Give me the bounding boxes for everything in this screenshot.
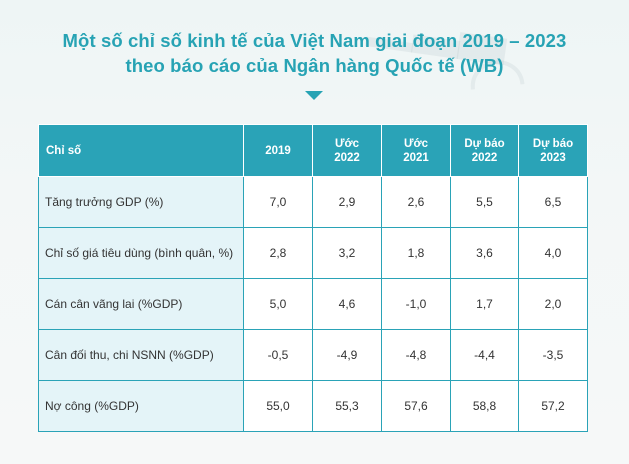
table-cell: 4,6 xyxy=(312,278,382,330)
table-cell: 2,6 xyxy=(381,176,451,228)
column-header-2019: 2019 xyxy=(243,124,313,177)
row-label: Nợ công (%GDP) xyxy=(38,380,244,432)
table-cell: 5,0 xyxy=(243,278,313,330)
column-header-indicator: Chỉ số xyxy=(38,124,244,177)
title-line-1: Một số chỉ số kinh tế của Việt Nam giai … xyxy=(62,30,567,51)
table-cell: -3,5 xyxy=(518,329,588,381)
table-row: Tăng trưởng GDP (%) 7,0 2,9 2,6 5,5 6,5 xyxy=(38,176,588,228)
table-cell: 57,2 xyxy=(518,380,588,432)
table-cell: 4,0 xyxy=(518,227,588,279)
table-cell: -0,5 xyxy=(243,329,313,381)
table-header-row: Chỉ số 2019 Ước 2022 Ước 2021 Dự báo 202… xyxy=(38,124,588,177)
table-cell: -4,4 xyxy=(450,329,519,381)
table-cell: 3,6 xyxy=(450,227,519,279)
column-header-est-2022: Ước 2022 xyxy=(312,124,382,177)
table-row: Cán cân vãng lai (%GDP) 5,0 4,6 -1,0 1,7… xyxy=(38,278,588,330)
column-header-forecast-2023: Dự báo 2023 xyxy=(518,124,588,177)
table-row: Chỉ số giá tiêu dùng (bình quân, %) 2,8 … xyxy=(38,227,588,279)
column-header-est-2021: Ước 2021 xyxy=(381,124,451,177)
table-cell: 58,8 xyxy=(450,380,519,432)
table-cell: 6,5 xyxy=(518,176,588,228)
economic-indicators-table: Chỉ số 2019 Ước 2022 Ước 2021 Dự báo 202… xyxy=(38,124,588,432)
table-row: Nợ công (%GDP) 55,0 55,3 57,6 58,8 57,2 xyxy=(38,380,588,432)
table-cell: -1,0 xyxy=(381,278,451,330)
down-arrow-icon xyxy=(305,91,323,100)
page-title: Một số chỉ số kinh tế của Việt Nam giai … xyxy=(0,28,629,78)
table-cell: 2,0 xyxy=(518,278,588,330)
table-cell: -4,9 xyxy=(312,329,382,381)
table-cell: 2,9 xyxy=(312,176,382,228)
table-cell: 5,5 xyxy=(450,176,519,228)
row-label: Cân đối thu, chi NSNN (%GDP) xyxy=(38,329,244,381)
table-cell: 55,0 xyxy=(243,380,313,432)
title-line-2: theo báo cáo của Ngân hàng Quốc tế (WB) xyxy=(125,55,504,76)
table-cell: 1,7 xyxy=(450,278,519,330)
row-label: Tăng trưởng GDP (%) xyxy=(38,176,244,228)
table-cell: -4,8 xyxy=(381,329,451,381)
column-header-forecast-2022: Dự báo 2022 xyxy=(450,124,519,177)
row-label: Chỉ số giá tiêu dùng (bình quân, %) xyxy=(38,227,244,279)
table-cell: 1,8 xyxy=(381,227,451,279)
table-cell: 2,8 xyxy=(243,227,313,279)
table-cell: 55,3 xyxy=(312,380,382,432)
row-label: Cán cân vãng lai (%GDP) xyxy=(38,278,244,330)
table-cell: 3,2 xyxy=(312,227,382,279)
table-cell: 57,6 xyxy=(381,380,451,432)
table-row: Cân đối thu, chi NSNN (%GDP) -0,5 -4,9 -… xyxy=(38,329,588,381)
table-cell: 7,0 xyxy=(243,176,313,228)
